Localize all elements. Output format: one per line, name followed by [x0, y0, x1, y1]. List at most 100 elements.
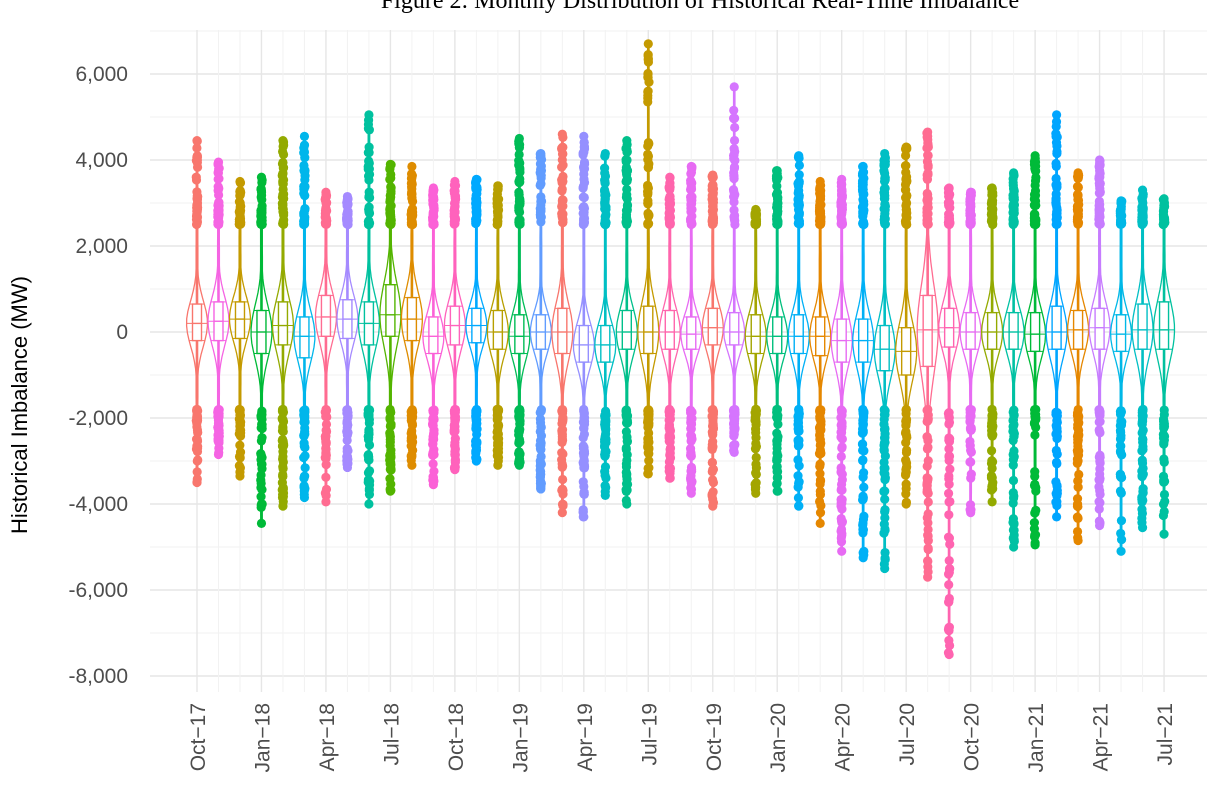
outlier-point: [857, 428, 868, 438]
y-tick-label: -6,000: [68, 579, 128, 602]
outlier-point: [192, 136, 202, 146]
outlier-point: [1052, 488, 1062, 498]
violin: [1152, 194, 1176, 539]
outlier-point: [514, 133, 524, 144]
outlier-point: [578, 192, 588, 202]
outlier-point: [901, 200, 911, 211]
outlier-point: [944, 455, 954, 466]
outlier-point: [1095, 489, 1105, 499]
outlier-point: [1030, 540, 1040, 550]
outlier-point: [299, 483, 309, 493]
outlier-point: [987, 497, 997, 507]
outlier-point: [601, 429, 611, 439]
outlier-point: [965, 500, 976, 510]
outlier-point: [814, 207, 825, 217]
outlier-point: [837, 207, 847, 217]
outlier-point: [1095, 168, 1105, 178]
outlier-point: [299, 165, 309, 176]
outlier-point: [321, 444, 331, 454]
outlier-point: [364, 110, 374, 120]
outlier-point: [278, 446, 288, 457]
outlier-point: [1073, 182, 1083, 192]
violin: [809, 176, 832, 528]
outlier-point: [1009, 200, 1019, 210]
outlier-point: [278, 471, 288, 482]
outlier-point: [1052, 512, 1062, 522]
outlier-point: [923, 138, 933, 148]
outlier-point: [600, 202, 611, 212]
outlier-point: [644, 414, 654, 424]
x-tick-label: Jul−19: [638, 703, 661, 765]
outlier-point: [557, 462, 567, 472]
outlier-point: [730, 122, 740, 133]
box: [965, 311, 976, 350]
outlier-point: [880, 505, 890, 515]
outlier-point: [536, 484, 546, 494]
outlier-point: [686, 216, 696, 226]
outlier-point: [472, 437, 482, 447]
outlier-point: [837, 174, 847, 184]
outlier-point: [278, 163, 288, 173]
x-tick-label: Apr−20: [832, 703, 855, 771]
outlier-point: [1009, 168, 1019, 178]
outlier-point: [751, 427, 761, 438]
outlier-point: [643, 141, 653, 151]
outlier-point: [235, 471, 245, 481]
outlier-point: [493, 460, 503, 470]
outlier-point: [514, 426, 524, 436]
outlier-point: [1051, 189, 1061, 199]
outlier-point: [1094, 520, 1105, 531]
box: [750, 314, 761, 355]
outlier-point: [687, 413, 697, 424]
outlier-point: [579, 178, 590, 188]
box: [1008, 311, 1019, 350]
outlier-point: [299, 453, 309, 463]
outlier-point: [707, 206, 717, 216]
outlier-point: [557, 507, 567, 518]
outlier-point: [407, 460, 417, 470]
box: [299, 316, 310, 359]
outlier-point: [772, 443, 782, 454]
outlier-point: [794, 461, 804, 471]
outlier-point: [428, 405, 438, 416]
outlier-point: [214, 190, 224, 200]
outlier-point: [816, 218, 826, 229]
outlier-point: [450, 465, 460, 475]
outlier-point: [772, 486, 782, 496]
outlier-point: [300, 191, 310, 201]
outlier-point: [191, 172, 201, 182]
outlier-point: [988, 190, 998, 200]
outlier-point: [472, 407, 482, 417]
outlier-point: [729, 105, 739, 115]
outlier-point: [944, 436, 955, 447]
outlier-point: [879, 446, 889, 456]
outlier-point: [472, 215, 482, 226]
outlier-point: [601, 415, 611, 425]
outlier-point: [643, 50, 653, 60]
outlier-point: [578, 477, 588, 487]
outlier-point: [1051, 219, 1061, 229]
outlier-point: [557, 208, 567, 218]
outlier-point: [815, 479, 825, 489]
outlier-point: [772, 462, 782, 472]
outlier-point: [944, 419, 954, 429]
outlier-point: [364, 418, 374, 428]
outlier-point: [965, 423, 976, 433]
outlier-point: [922, 444, 933, 454]
outlier-point: [472, 429, 482, 439]
outlier-point: [644, 407, 654, 417]
outlier-point: [793, 178, 804, 188]
outlier-point: [1116, 214, 1126, 225]
outlier-point: [622, 136, 632, 146]
violin: [744, 204, 767, 498]
outlier-point: [299, 492, 310, 503]
violin: [830, 174, 853, 556]
outlier-point: [859, 407, 869, 417]
outlier-point: [321, 484, 332, 494]
outlier-point: [1137, 185, 1148, 195]
outlier-point: [1009, 519, 1019, 529]
violin: [938, 183, 961, 660]
outlier-point: [514, 460, 524, 470]
outlier-point: [1137, 523, 1148, 533]
outlier-point: [429, 466, 439, 476]
